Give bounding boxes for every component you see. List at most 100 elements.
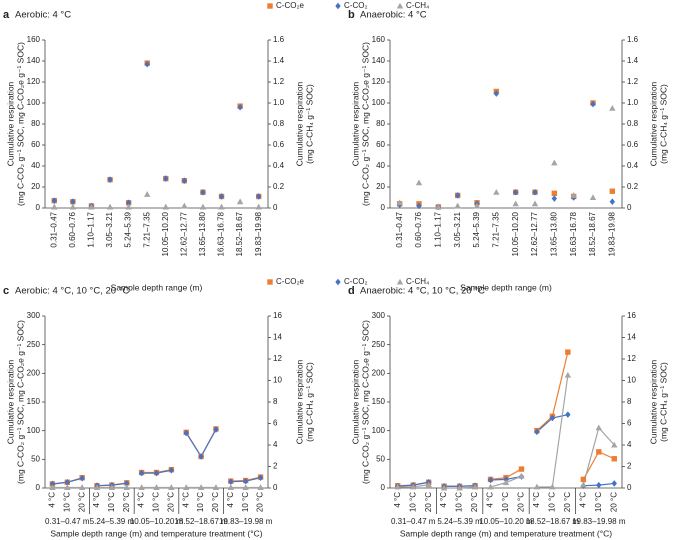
y2-tick-label: 1.6 (273, 35, 285, 44)
marker (596, 481, 602, 489)
marker (440, 484, 448, 491)
marker (454, 202, 461, 209)
y2-tick-label: 0.8 (273, 119, 285, 128)
group-label: 0.31–0.47 m (391, 517, 436, 526)
y-tick-label: 0 (381, 203, 386, 212)
x-tick-label: 20 °C (609, 492, 618, 512)
marker (473, 202, 481, 209)
marker (125, 203, 132, 210)
panel-letter: c (3, 285, 9, 297)
marker (69, 203, 77, 210)
panel-letter: d (348, 285, 355, 297)
y2-tick-label: 0 (627, 483, 632, 492)
group-label: 19.83–19.98 m (219, 517, 273, 526)
y-tick-label: 50 (376, 454, 385, 463)
x-tick-label: 4 °C (137, 492, 146, 508)
panel-title: Anaerobic: 4 °C (360, 10, 427, 21)
marker (153, 484, 160, 490)
y-tick-label: 60 (376, 140, 385, 149)
marker (108, 484, 116, 490)
y2-axis-label: Cumulative respiration (648, 359, 658, 444)
marker (162, 203, 169, 210)
x-tick-label: 4 °C (486, 492, 495, 508)
group-label: 10.05–10.20 m (479, 517, 533, 526)
y2-tick-label: 1.0 (627, 98, 639, 107)
y-tick-label: 200 (372, 368, 386, 377)
y-tick-label: 140 (27, 56, 41, 65)
x-tick-label: 13.65–13.80 (549, 211, 558, 256)
x-tick-label: 5.24–5.39 (124, 211, 133, 247)
y-tick-label: 100 (27, 98, 41, 107)
x-tick-label: 7.21–7.35 (491, 211, 500, 247)
y-tick-label: 160 (372, 35, 386, 44)
marker (49, 480, 56, 488)
y2-tick-label: 12 (627, 354, 636, 363)
x-tick-label: 20 °C (563, 492, 572, 512)
marker (565, 411, 571, 418)
y2-tick-label: 1.6 (627, 35, 639, 44)
x-tick-label: 20 °C (211, 492, 220, 512)
y-tick-label: 0 (36, 203, 41, 212)
marker (551, 159, 558, 166)
marker (237, 103, 243, 111)
y2-tick-label: 1.0 (273, 98, 285, 107)
y2-tick-label: 0.2 (273, 182, 285, 191)
y-axis-label: (mg C-CO₂ g⁻¹ SOC, mg C-CO₂e g⁻¹ SOC) (360, 320, 370, 484)
panel-title: Aerobic: 4 °C (15, 10, 71, 21)
x-tick-label: 4 °C (92, 492, 101, 508)
marker (425, 481, 432, 488)
y-tick-label: 40 (31, 161, 40, 170)
x-tick-label: 13.65–13.80 (198, 211, 207, 256)
marker (197, 484, 205, 490)
marker (257, 474, 264, 481)
marker (79, 474, 85, 482)
marker (123, 484, 130, 490)
y2-axis-label: Cumulative respiration (294, 81, 304, 166)
legend-icon (267, 3, 273, 9)
marker (596, 449, 602, 455)
y-axis-label: Cumulative respiration (5, 81, 15, 166)
marker (551, 190, 558, 196)
y-tick-label: 300 (27, 311, 41, 320)
y2-tick-label: 0 (273, 203, 278, 212)
y2-tick-label: 8 (273, 397, 278, 406)
marker (518, 466, 525, 472)
y-tick-label: 80 (31, 119, 40, 128)
x-tick-label: 0.60–0.76 (414, 211, 423, 247)
x-axis-label: Sample depth range (m) and temperature t… (400, 528, 612, 538)
marker (153, 469, 160, 477)
legend-label: C-CO₂e (276, 277, 305, 286)
marker (394, 483, 401, 490)
marker (78, 484, 86, 490)
marker (454, 192, 461, 199)
marker (512, 188, 519, 196)
marker (212, 484, 220, 490)
x-axis-label: Sample depth range (m) (111, 282, 203, 292)
marker (181, 177, 188, 184)
y2-tick-label: 14 (627, 333, 636, 342)
y-axis-label: (mg C-CO₂ g⁻¹ SOC, mg C-CO₂e g⁻¹ SOC) (15, 320, 25, 484)
panel-letter: a (3, 9, 10, 21)
y2-tick-label: 0.6 (627, 140, 639, 149)
y2-tick-label: 0.6 (273, 140, 285, 149)
y-tick-label: 200 (27, 368, 41, 377)
y-tick-label: 60 (31, 140, 40, 149)
y-tick-label: 160 (27, 35, 41, 44)
x-tick-label: 4 °C (181, 492, 190, 508)
y-tick-label: 80 (376, 119, 385, 128)
marker (415, 179, 423, 186)
y-axis-label: (mg C-CO₂ g⁻¹ SOC, mg C-CO₂e g⁻¹ SOC) (360, 42, 370, 206)
marker (609, 104, 616, 111)
series-line (185, 429, 217, 458)
y-axis-label: (mg C-CO₂ g⁻¹ SOC, mg C-CO₂e g⁻¹ SOC) (15, 42, 25, 206)
x-tick-label: 16.63–16.78 (569, 211, 578, 256)
x-tick-label: 3.05–3.21 (105, 211, 114, 247)
marker (564, 371, 572, 378)
legend-icon (396, 2, 404, 9)
marker (580, 476, 587, 483)
y-tick-label: 100 (27, 426, 41, 435)
y-tick-label: 300 (372, 311, 386, 320)
y2-tick-label: 14 (273, 333, 282, 342)
marker (456, 484, 463, 491)
marker (256, 193, 262, 200)
